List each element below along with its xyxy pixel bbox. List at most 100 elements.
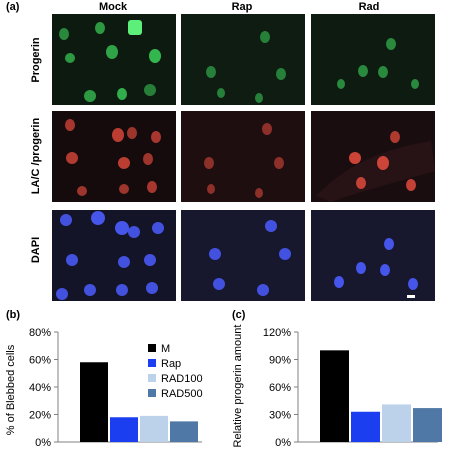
cell-nucleus <box>213 278 225 290</box>
column-header-mock: Mock <box>98 1 128 13</box>
cell-nucleus <box>147 181 157 193</box>
cell-nucleus <box>334 276 344 288</box>
cell-nucleus <box>384 238 394 250</box>
bar-rap <box>351 411 380 442</box>
scale-bar <box>407 295 415 298</box>
cell-nucleus <box>95 22 105 34</box>
legend-label-rad100: RAD100 <box>161 373 203 385</box>
y-tick-label: 80% <box>29 327 51 339</box>
cell-nucleus <box>276 68 286 80</box>
cell-nucleus <box>118 256 130 268</box>
panel-b-label: (b) <box>6 309 21 321</box>
chart-relative-progerin: Relative progerin amount 0% 30% 60% 90% 120% <box>232 325 442 449</box>
y-tick-label: 40% <box>29 382 51 394</box>
micrograph-dapi-rap <box>181 210 305 301</box>
cell-nucleus <box>65 53 75 63</box>
cell-nucleus <box>128 20 142 35</box>
row-label-dapi: DAPI <box>30 236 42 264</box>
tile-background <box>311 14 435 105</box>
bar-rap <box>110 417 138 442</box>
cell-nucleus <box>257 284 269 296</box>
cell-nucleus <box>206 66 216 78</box>
chart-blebbed-cells: % of Blebbed cells 0% 20% 40% 60% 80% M Rap RA… <box>5 327 203 449</box>
cell-nucleus <box>279 248 291 260</box>
micrograph-dapi-rad <box>311 210 435 301</box>
cell-nucleus <box>143 153 153 165</box>
cell-nucleus <box>377 156 389 170</box>
cell-nucleus <box>207 184 215 194</box>
y-tick-label: 20% <box>29 410 51 422</box>
cell-nucleus <box>356 177 366 189</box>
cell-nucleus <box>60 214 72 226</box>
y-tick-label: 30% <box>269 410 291 422</box>
micrograph-dapi-mock <box>52 210 176 301</box>
legend-swatch-m <box>148 344 156 352</box>
cell-nucleus <box>116 284 128 296</box>
cell-nucleus <box>117 88 127 100</box>
cell-nucleus <box>128 226 140 238</box>
row-label-lac-progerin: LA/C /progerin <box>30 117 42 195</box>
cell-body <box>316 141 435 202</box>
cell-nucleus <box>204 157 214 169</box>
y-tick-label: 60% <box>29 355 51 367</box>
micrograph-progerin-rap <box>181 14 305 105</box>
y-tick-label: 60% <box>269 382 291 394</box>
y-tick-label: 90% <box>269 355 291 367</box>
cell-nucleus <box>408 278 418 290</box>
bar-rad100 <box>382 404 411 442</box>
micrograph-lac-mock <box>52 111 176 202</box>
cell-nucleus <box>380 264 390 276</box>
cell-nucleus <box>106 45 118 59</box>
cell-nucleus <box>356 262 366 274</box>
cell-nucleus <box>337 79 345 89</box>
bar-rad500 <box>170 421 198 442</box>
cell-nucleus <box>217 88 225 98</box>
cell-nucleus <box>65 119 75 131</box>
cell-nucleus <box>255 188 263 198</box>
cell-nucleus <box>66 152 78 164</box>
panel-c-label: (c) <box>232 309 246 321</box>
y-axis-label: % of Blebbed cells <box>5 344 17 435</box>
cell-nucleus <box>127 127 137 139</box>
bar-m <box>320 350 349 442</box>
y-tick-label: 0% <box>275 437 291 449</box>
column-header-rad: Rad <box>358 1 380 13</box>
cell-nucleus <box>378 66 388 78</box>
panel-a-label: (a) <box>6 1 20 13</box>
cell-nucleus <box>411 79 419 89</box>
cell-nucleus <box>262 123 272 135</box>
micrograph-lac-rad <box>311 111 435 202</box>
legend-label-m: M <box>161 343 170 355</box>
micrograph-progerin-rad <box>311 14 435 105</box>
cell-nucleus <box>112 128 124 142</box>
cell-nucleus <box>274 157 284 169</box>
tile-background <box>181 14 305 105</box>
micrograph-lac-rap <box>181 111 305 202</box>
tile-background <box>181 111 305 202</box>
cell-nucleus <box>146 282 158 294</box>
cell-nucleus <box>77 186 87 196</box>
cell-nucleus <box>115 221 129 235</box>
cell-nucleus <box>59 28 69 40</box>
microscopy-grid <box>52 14 435 301</box>
bar-rad500 <box>413 408 442 442</box>
cell-nucleus <box>151 131 161 143</box>
cell-nucleus <box>144 84 156 96</box>
cell-nucleus <box>386 38 396 50</box>
cell-nucleus <box>358 65 368 77</box>
legend-swatch-rad500 <box>148 389 156 397</box>
cell-nucleus <box>118 157 130 169</box>
cell-nucleus <box>144 254 156 266</box>
cell-nucleus <box>209 248 221 260</box>
cell-nucleus <box>91 211 105 225</box>
cell-nucleus <box>349 152 361 164</box>
cell-nucleus <box>84 90 96 102</box>
cell-nucleus <box>390 131 400 143</box>
legend-label-rad500: RAD500 <box>161 388 203 400</box>
y-tick-label: 0% <box>35 437 51 449</box>
cell-nucleus <box>152 222 164 234</box>
row-label-progerin: Progerin <box>30 37 42 83</box>
cell-nucleus <box>265 220 277 232</box>
column-header-rap: Rap <box>231 1 253 13</box>
legend-swatch-rap <box>148 359 156 367</box>
